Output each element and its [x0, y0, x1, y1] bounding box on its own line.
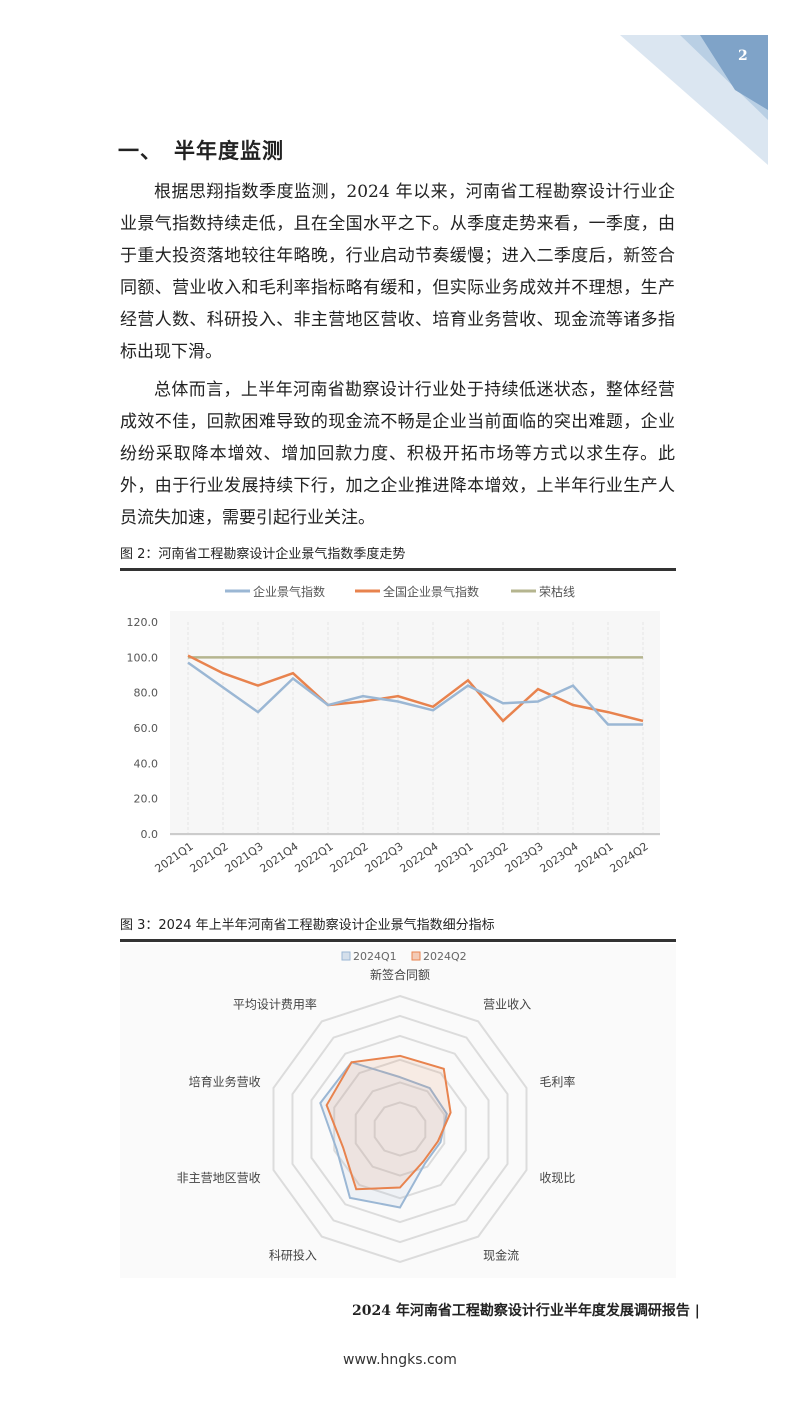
y-tick-label: 60.0	[134, 722, 159, 735]
x-tick-label: 2021Q1	[153, 840, 196, 876]
y-tick-label: 20.0	[134, 793, 159, 806]
radar-ring	[272, 994, 528, 1264]
x-tick-label: 2022Q1	[293, 840, 336, 876]
plot-area	[170, 611, 660, 836]
y-tick-label: 80.0	[134, 687, 159, 700]
radar-ring	[354, 1081, 446, 1177]
legend-swatch	[341, 951, 351, 961]
paragraph: 总体而言，上半年河南省勘察设计行业处于持续低迷状态，整体经营成效不佳，回款困难导…	[120, 380, 675, 528]
legend-label: 企业景气指数	[253, 584, 325, 599]
x-tick-label: 2023Q4	[538, 840, 581, 876]
radar-axis-label: 毛利率	[539, 1074, 575, 1089]
caption-rule	[120, 568, 676, 571]
x-tick-label: 2021Q4	[258, 840, 301, 876]
section-title: 半年度监测	[174, 139, 284, 163]
content-column: 根据思翔指数季度监测，2024 年以来，河南省工程勘察设计行业企业景气指数持续走…	[120, 176, 676, 1278]
series-line	[187, 654, 644, 723]
figure-caption: 图 2：河南省工程勘察设计企业景气指数季度走势	[120, 547, 406, 562]
x-tick-label: 2023Q3	[503, 840, 546, 876]
radar-axis-label: 科研投入	[269, 1247, 317, 1262]
radar-ring	[333, 1058, 467, 1200]
radar-ring	[310, 1034, 490, 1224]
radar-ring	[373, 1101, 427, 1157]
radar-axis-label: 培育业务营收	[189, 1074, 261, 1089]
y-tick-label: 0.0	[141, 828, 159, 841]
figure-caption: 图 3：2024 年上半年河南省工程勘察设计企业景气指数细分指标	[120, 918, 495, 933]
radar-axis-label: 现金流	[483, 1247, 519, 1262]
footer-report-title: 2024 年河南省工程勘察设计行业半年度发展调研报告 |	[352, 1303, 700, 1319]
line-chart: 2021Q12021Q22021Q32021Q42022Q12022Q22022…	[127, 584, 660, 876]
header-decoration	[620, 35, 768, 165]
page-number: 2	[738, 48, 748, 64]
radar-axis-label: 生产经营人数	[364, 1277, 436, 1278]
section-heading: 一、 半年度监测	[118, 135, 284, 165]
section-number: 一、	[118, 139, 162, 163]
radar-axis-label: 收现比	[539, 1171, 575, 1185]
caption-rule	[120, 939, 676, 942]
x-tick-label: 2021Q3	[223, 840, 266, 876]
x-tick-label: 2024Q2	[608, 840, 651, 876]
x-tick-label: 2022Q2	[328, 840, 371, 876]
legend-label: 全国企业景气指数	[383, 584, 479, 599]
radar-axis-label: 平均设计费用率	[233, 997, 317, 1012]
x-tick-label: 2024Q1	[573, 840, 616, 876]
legend-swatch	[411, 951, 421, 961]
x-tick-label: 2021Q2	[188, 840, 231, 876]
radar-axis-label: 新签合同额	[370, 967, 430, 982]
radar-series	[325, 1054, 452, 1191]
x-tick-label: 2022Q3	[363, 840, 406, 876]
y-tick-label: 100.0	[127, 651, 159, 664]
x-tick-label: 2023Q2	[468, 840, 511, 876]
x-tick-label: 2023Q1	[433, 840, 476, 876]
legend-label: 2024Q2	[423, 950, 467, 963]
series-line	[187, 661, 643, 726]
footer-url[interactable]: www.hngks.com	[343, 1352, 457, 1368]
paragraph: 根据思翔指数季度监测，2024 年以来，河南省工程勘察设计行业企业景气指数持续走…	[120, 182, 675, 362]
legend-label: 2024Q1	[353, 950, 397, 963]
legend-label: 荣枯线	[539, 584, 575, 599]
radar-axis-label: 非主营地区营收	[177, 1171, 261, 1185]
x-tick-label: 2022Q4	[398, 840, 441, 876]
radar-axis-label: 营业收入	[483, 998, 531, 1012]
y-tick-label: 40.0	[134, 757, 159, 770]
y-tick-label: 120.0	[127, 616, 159, 629]
radar-chart: 新签合同额营业收入毛利率收现比现金流生产经营人数 科研投入 非主营地区营收 培育业务营…	[120, 944, 676, 1278]
radar-ring	[291, 1014, 509, 1244]
